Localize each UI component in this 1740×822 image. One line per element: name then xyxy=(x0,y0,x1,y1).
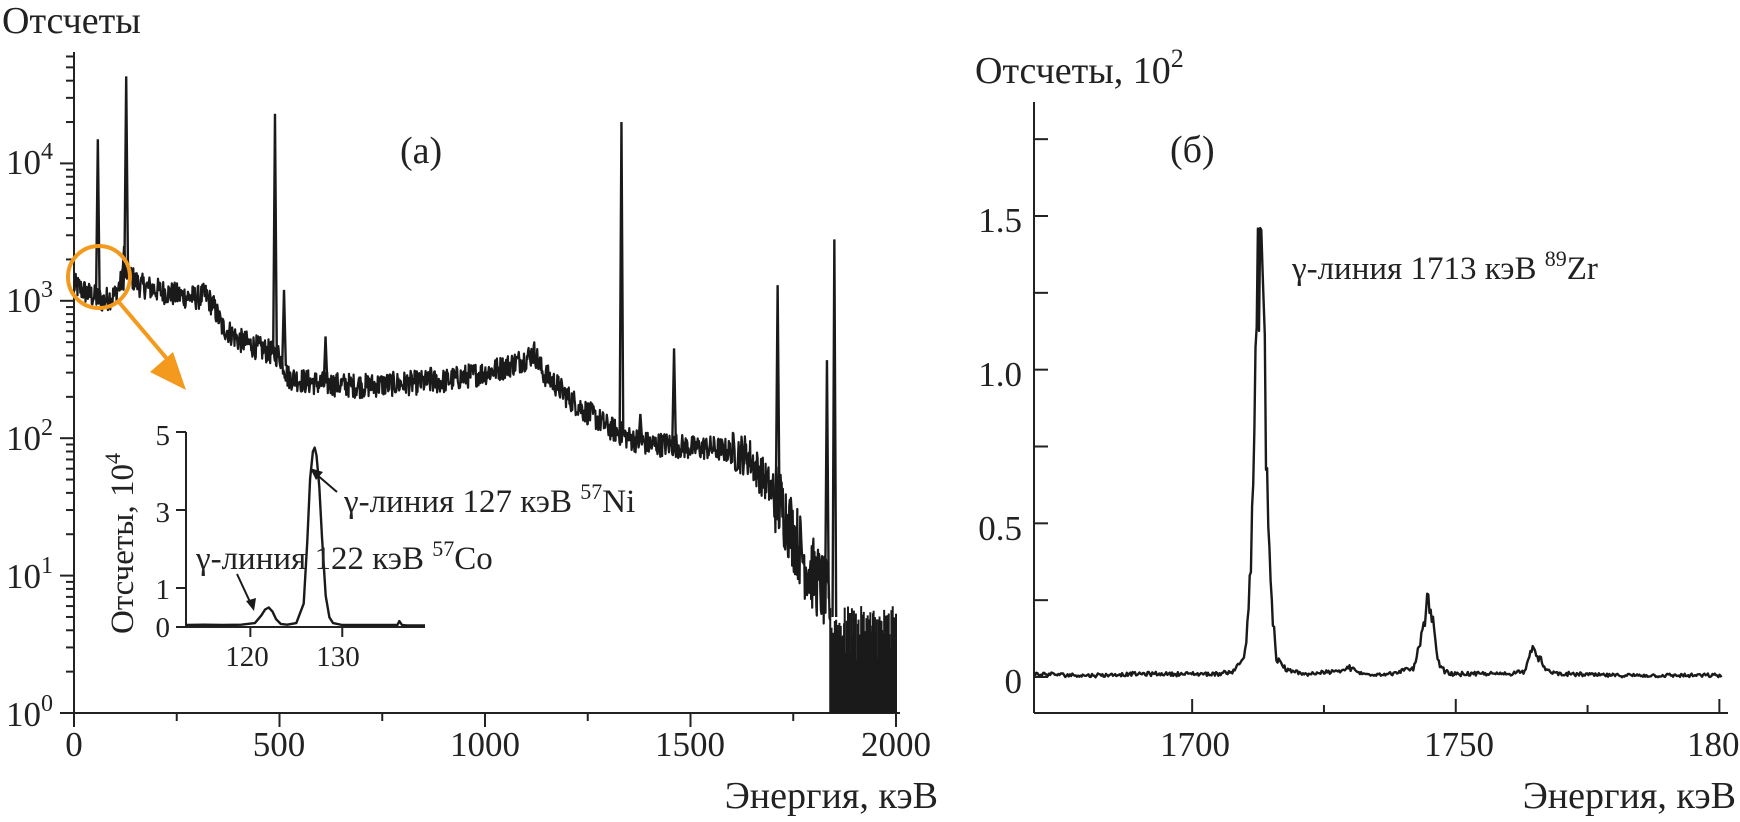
inset: 0 1 3 5 120 130 Отсчеты, 104 γ-линия 127… xyxy=(100,420,635,673)
panel-b-x-tick-labels: 1700 1750 1800 xyxy=(1160,725,1740,764)
panel-a-peak xyxy=(831,239,838,617)
inset-xtick-label-1: 130 xyxy=(316,641,360,673)
panel-a-peaks xyxy=(94,76,838,617)
inset-xtick-label-0: 120 xyxy=(225,641,269,673)
panel-a-y-tick-labels: 100 101 102 103 104 xyxy=(6,139,53,734)
inset-ytick-label-3: 5 xyxy=(156,420,171,452)
panel-b-xtick-label-1: 1750 xyxy=(1424,725,1494,764)
panel-a-tag: (a) xyxy=(400,130,442,172)
panel-a-high-energy-noise xyxy=(829,606,897,713)
panel-a-xtick-label-3: 1500 xyxy=(655,725,725,764)
inset-annotation-ni-arrow xyxy=(315,473,338,493)
panel-b-y-tick-labels: 0 0.5 1.0 1.5 xyxy=(978,201,1022,701)
panel-a-peak xyxy=(671,348,678,446)
panel-a-ylabel: Отсчеты xyxy=(2,0,141,42)
panel-b-spectrum-line xyxy=(1032,226,1723,679)
panel-a-xtick-label-4: 2000 xyxy=(861,725,931,764)
inset-ytick-label-2: 3 xyxy=(156,497,171,529)
panel-a-peak xyxy=(823,360,830,599)
panel-a-xtick-label-1: 500 xyxy=(253,725,306,764)
panel-a-peak xyxy=(94,139,101,299)
panel-a-xtick-label-0: 0 xyxy=(65,725,83,764)
panel-a-peak xyxy=(322,336,329,384)
panel-b-ticks xyxy=(1034,138,1721,713)
panel-b-xlabel: Энергия, кэВ xyxy=(1523,775,1736,817)
zoom-arrow-head xyxy=(150,352,186,390)
panel-a-peak xyxy=(281,289,288,367)
panel-b-annotation-zr: γ-линия 1713 кэВ 89Zr xyxy=(1291,246,1598,287)
panel-a: Отсчеты (a) 100 101 102 103 104 0 500 10… xyxy=(2,0,938,817)
inset-annotation-co: γ-линия 122 кэВ 57Co xyxy=(195,536,493,577)
inset-annotation-co-arrow xyxy=(236,573,252,605)
inset-ytick-label-0: 0 xyxy=(156,612,171,644)
panel-a-peak xyxy=(427,366,434,383)
panel-a-xlabel: Энергия, кэВ xyxy=(725,775,938,817)
zoom-arrow-line xyxy=(116,299,170,362)
panel-a-ytick-label-1: 101 xyxy=(6,553,53,596)
panel-a-x-tick-labels: 0 500 1000 1500 2000 xyxy=(65,725,931,764)
panel-b-ytick-label-0: 0 xyxy=(1005,662,1023,701)
inset-annotation-ni: γ-линия 127 кэВ 57Ni xyxy=(343,479,635,520)
zoom-highlight-circle xyxy=(66,244,132,310)
panel-a-xtick-label-2: 1000 xyxy=(450,725,520,764)
panel-a-ytick-label-2: 102 xyxy=(6,415,53,458)
panel-a-ytick-label-3: 103 xyxy=(6,277,53,320)
panel-a-spectrum-line xyxy=(72,261,832,625)
panel-a-ytick-label-4: 104 xyxy=(6,139,53,182)
panel-a-x-minor-ticks xyxy=(73,713,897,727)
panel-a-y-minor-ticks xyxy=(60,55,74,714)
panel-a-peak xyxy=(356,376,363,387)
panel-a-ytick-label-0: 100 xyxy=(6,691,53,734)
panel-b-tag: (б) xyxy=(1170,129,1215,171)
inset-annotation-co-arrowhead xyxy=(246,598,256,611)
panel-b-ytick-label-3: 1.5 xyxy=(978,201,1022,240)
panel-b: Отсчеты, 102 (б) 0 0.5 1.0 1.5 1700 1750… xyxy=(975,44,1740,817)
inset-ylabel: Отсчеты, 104 xyxy=(100,453,141,634)
panel-a-peak xyxy=(123,76,130,273)
panel-b-xtick-label-2: 1800 xyxy=(1687,725,1740,764)
panel-b-ytick-label-2: 1.0 xyxy=(978,355,1022,394)
inset-ticks xyxy=(176,431,344,637)
inset-annotation-ni-arrowhead xyxy=(310,468,323,480)
panel-a-peak xyxy=(271,113,278,354)
inset-ytick-label-1: 1 xyxy=(156,574,171,606)
panel-b-ylabel: Отсчеты, 102 xyxy=(975,44,1184,92)
panel-b-ytick-label-1: 0.5 xyxy=(978,509,1022,548)
panel-a-peak xyxy=(637,413,644,442)
panel-a-peak xyxy=(774,285,781,501)
panel-a-peak xyxy=(618,122,625,435)
inset-spectrum-line xyxy=(185,446,425,627)
panel-b-xtick-label-0: 1700 xyxy=(1160,725,1230,764)
